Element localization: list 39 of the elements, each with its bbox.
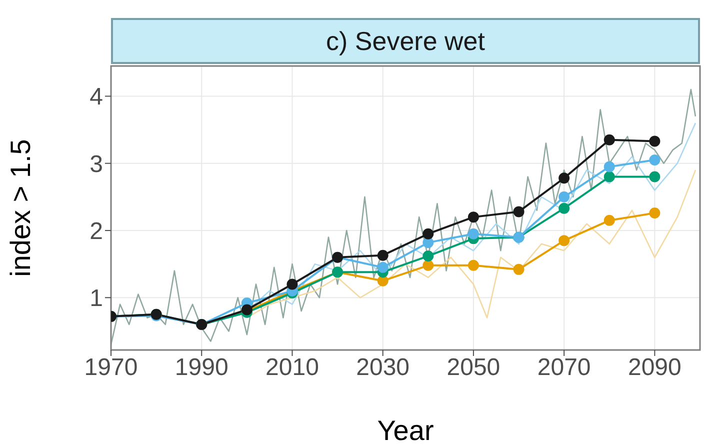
point — [604, 214, 615, 226]
point — [558, 235, 570, 246]
point — [604, 161, 615, 172]
x-tick-label: 2070 — [537, 354, 591, 382]
point — [422, 228, 434, 240]
point — [604, 134, 615, 146]
point — [468, 228, 479, 240]
point — [649, 136, 660, 147]
point — [604, 171, 615, 182]
point — [468, 212, 479, 223]
point — [513, 206, 524, 218]
line-series — [111, 88, 696, 346]
point — [377, 262, 388, 273]
x-axis-title: Year — [377, 415, 434, 446]
x-tick-label: 2030 — [356, 354, 410, 382]
y-tick-label: 3 — [90, 150, 103, 178]
point — [377, 275, 388, 286]
point — [422, 260, 434, 271]
point — [377, 250, 388, 261]
x-tick-label: 1970 — [84, 354, 138, 382]
y-tick-label: 4 — [90, 84, 103, 111]
point — [649, 171, 660, 182]
x-tick-label: 2090 — [628, 354, 682, 382]
y-tick-label: 2 — [90, 218, 103, 246]
chart-title: c) Severe wet — [111, 18, 700, 64]
point — [649, 154, 660, 166]
point — [558, 172, 570, 184]
x-tick-label: 2010 — [266, 354, 319, 382]
point — [286, 278, 298, 290]
point — [558, 191, 570, 202]
y-tick-label: 1 — [90, 285, 103, 312]
point — [513, 264, 524, 275]
x-tick-label: 2050 — [446, 354, 500, 382]
point — [422, 250, 434, 262]
y-axis-title: index > 1.5 — [4, 139, 36, 277]
x-tick-label: 1990 — [174, 354, 228, 382]
point — [649, 208, 660, 219]
point — [558, 202, 570, 214]
point — [468, 260, 479, 271]
